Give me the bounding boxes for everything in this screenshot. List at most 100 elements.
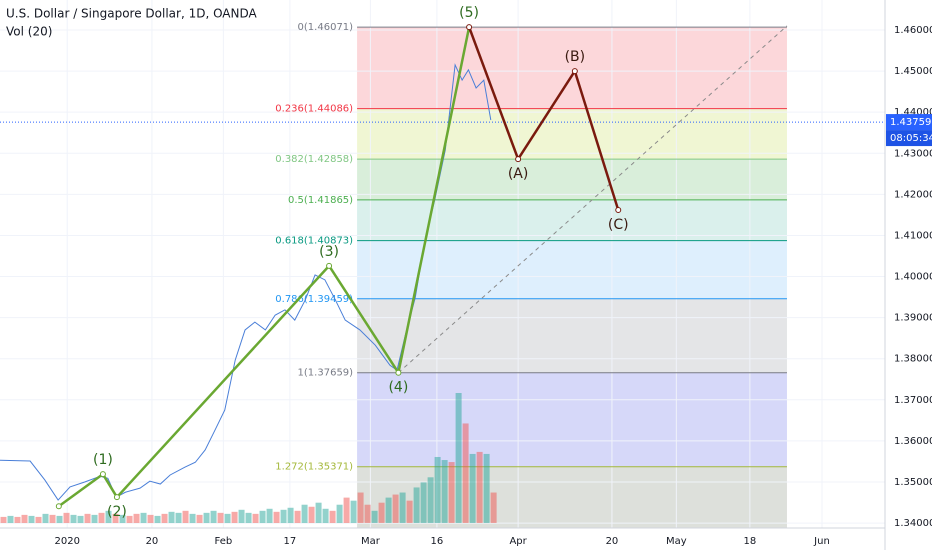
last-price-box [886, 114, 932, 131]
volume-bar [483, 453, 490, 523]
volume-bar [49, 514, 56, 523]
volume-bar [21, 514, 28, 523]
volume-bar [105, 510, 112, 523]
volume-bar [77, 515, 84, 523]
volume-bar [343, 497, 350, 523]
volume-bar [259, 510, 266, 523]
y-tick-label: 1.36000 [894, 436, 932, 447]
x-tick-label: 17 [283, 536, 296, 547]
trend-line [398, 25, 788, 374]
x-tick-label: May [666, 536, 687, 547]
wave-segment [116, 265, 330, 499]
fib-zone [357, 108, 787, 160]
wave-label: (4) [388, 380, 408, 396]
wave-point [55, 503, 62, 510]
y-tick-label: 1.40000 [894, 272, 932, 283]
plot-area [0, 0, 885, 528]
wave-segment [517, 70, 576, 160]
fib-label: 1.272(1.35371) [275, 462, 353, 473]
countdown-label: 08:05:34 [890, 133, 932, 144]
fib-zone [357, 298, 787, 373]
x-tick-label: Apr [509, 536, 527, 547]
wave-segment [467, 26, 520, 160]
fib-zone [357, 159, 787, 200]
x-tick-label: Feb [214, 536, 232, 547]
wave-label: (A) [508, 166, 529, 182]
volume-bar [231, 511, 238, 523]
fib-label: 0.236(1.44086) [275, 104, 353, 115]
volume-bar [42, 513, 49, 523]
volume-bar [413, 487, 420, 523]
fib-zone [357, 372, 787, 467]
volume-bar [252, 513, 259, 523]
volume-bar [238, 509, 245, 523]
wave-point [326, 262, 333, 269]
volume-bar [98, 512, 105, 523]
wave-label: (C) [608, 217, 629, 233]
volume-bar [63, 512, 70, 523]
volume-bar [273, 511, 280, 523]
volume-bar [385, 497, 392, 523]
volume-bar [35, 516, 42, 523]
volume-bar [266, 508, 273, 523]
wave-segment [328, 265, 400, 374]
wave-label: (B) [565, 49, 586, 65]
volume-bar [175, 512, 182, 523]
chart-title: U.S. Dollar / Singapore Dollar, 1D, OAND… [6, 7, 258, 21]
last-price-label: 1.43759 [890, 117, 931, 128]
volume-bar [350, 500, 357, 523]
volume-bar [56, 515, 63, 523]
wave-point [99, 471, 106, 478]
x-tick-label: 16 [431, 536, 444, 547]
volume-bar [210, 510, 217, 523]
volume-bar [378, 502, 385, 523]
volume-bar [91, 514, 98, 523]
volume-bar [182, 510, 189, 523]
volume-bar [196, 514, 203, 523]
wave-point [466, 24, 473, 31]
wave-point [113, 494, 120, 501]
y-tick-label: 1.42000 [894, 189, 932, 200]
wave-label: (1) [93, 452, 113, 468]
volume-bar [448, 462, 455, 523]
fib-label: 0.618(1.40873) [275, 236, 353, 247]
volume-bar [441, 460, 448, 523]
volume-bar [392, 494, 399, 523]
wave-segment [397, 26, 471, 373]
countdown-box [886, 130, 932, 147]
fib-label: 0.382(1.42858) [275, 154, 353, 165]
y-tick-label: 1.34000 [894, 518, 932, 529]
wave-segment [573, 70, 620, 211]
volume-bar [308, 506, 315, 523]
volume-bar [119, 514, 126, 523]
y-tick-label: 1.41000 [894, 230, 932, 241]
volume-bar [0, 516, 7, 523]
volume-bar [280, 509, 287, 523]
y-tick-label: 1.39000 [894, 313, 932, 324]
volume-bar [140, 512, 147, 523]
volume-bar [189, 513, 196, 523]
volume-bar [203, 512, 210, 523]
x-tick-label: 20 [146, 536, 159, 547]
wave-point [515, 156, 522, 163]
volume-bar [301, 504, 308, 523]
volume-bar [70, 514, 77, 523]
volume-bar [364, 504, 371, 523]
fib-zone [357, 27, 787, 109]
wave-point [395, 369, 402, 376]
volume-bar [112, 513, 119, 523]
volume-bar [399, 492, 406, 523]
fib-label: 0(1.46071) [298, 22, 354, 33]
volume-bar [315, 502, 322, 523]
volume-bar [168, 511, 175, 523]
volume-bar [434, 456, 441, 523]
volume-bar [476, 451, 483, 523]
y-tick-label: 1.37000 [894, 395, 932, 406]
volume-bar [371, 510, 378, 523]
volume-bar [133, 513, 140, 523]
y-tick-label: 1.43000 [894, 148, 932, 159]
volume-bar [126, 515, 133, 523]
volume-bar [7, 515, 14, 523]
